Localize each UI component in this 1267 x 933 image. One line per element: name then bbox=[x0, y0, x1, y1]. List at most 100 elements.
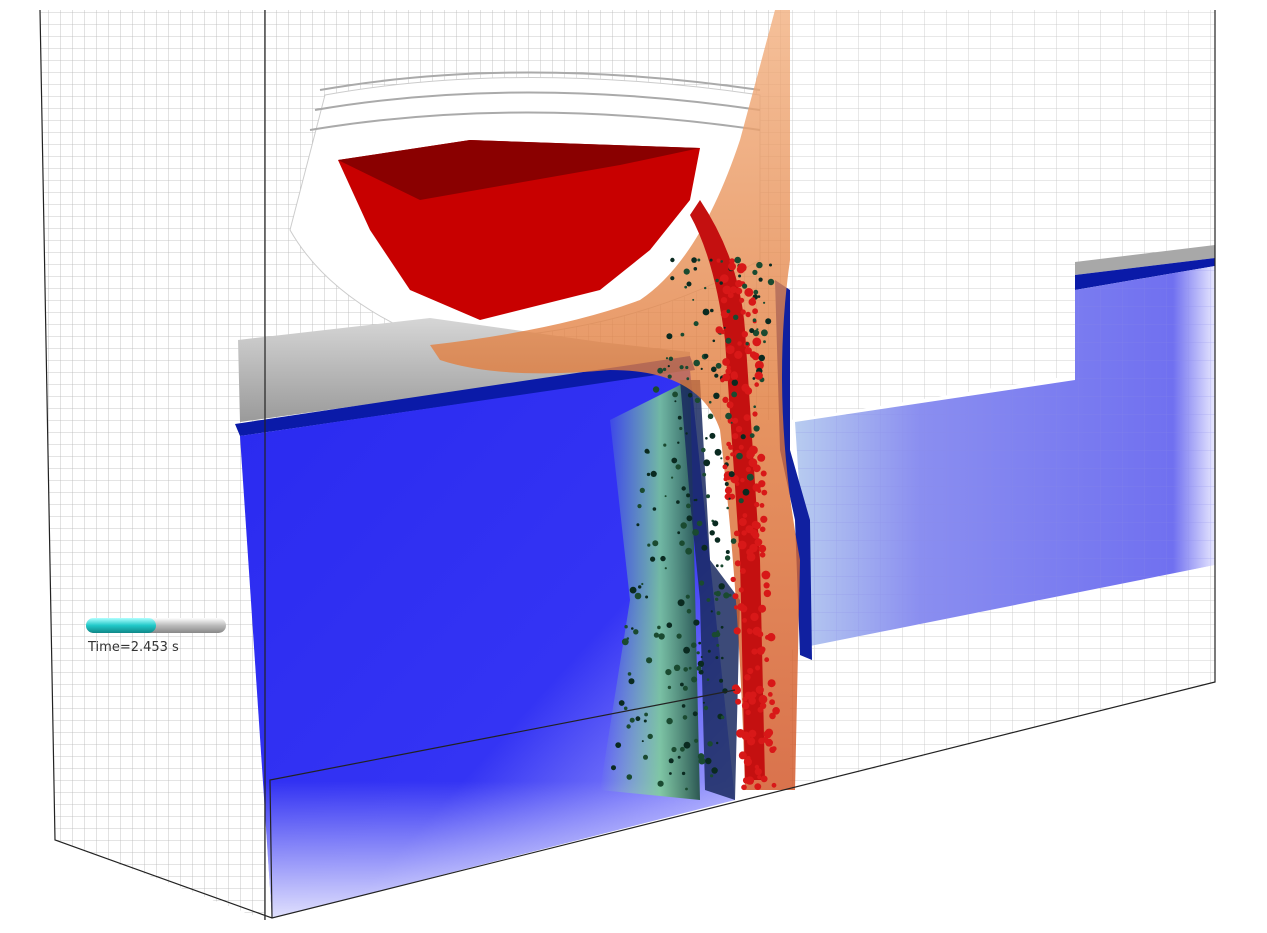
particle bbox=[723, 592, 729, 598]
particle bbox=[704, 354, 709, 359]
particle bbox=[698, 642, 701, 645]
particle bbox=[749, 446, 758, 455]
particle bbox=[657, 626, 661, 630]
particle bbox=[676, 464, 681, 469]
particle bbox=[744, 288, 753, 297]
particle bbox=[684, 269, 690, 275]
particle bbox=[722, 397, 728, 403]
particle bbox=[759, 545, 767, 553]
particle bbox=[650, 557, 655, 562]
particle bbox=[710, 530, 715, 535]
particle bbox=[754, 783, 761, 790]
particle bbox=[769, 699, 775, 705]
particle bbox=[716, 326, 723, 333]
particle bbox=[753, 405, 756, 408]
particle bbox=[738, 541, 747, 550]
particle bbox=[684, 286, 687, 289]
particle bbox=[737, 341, 742, 346]
particle bbox=[724, 477, 728, 481]
particle bbox=[703, 309, 710, 316]
right-block-mesh bbox=[790, 10, 1075, 420]
particle bbox=[749, 328, 754, 333]
particle bbox=[764, 657, 769, 662]
particle bbox=[739, 445, 744, 450]
particle bbox=[743, 777, 749, 783]
particle bbox=[762, 571, 771, 580]
particle bbox=[769, 264, 772, 267]
particle bbox=[736, 426, 742, 432]
particle bbox=[745, 387, 753, 395]
particle bbox=[734, 531, 740, 537]
particle bbox=[684, 742, 691, 749]
particle bbox=[768, 679, 776, 687]
particle bbox=[750, 351, 757, 358]
particle bbox=[761, 776, 768, 783]
particle bbox=[679, 427, 682, 430]
particle bbox=[715, 598, 718, 601]
particle bbox=[767, 633, 775, 641]
particle bbox=[752, 532, 759, 539]
particle bbox=[749, 730, 757, 738]
time-label: Time=2.453 s bbox=[87, 640, 179, 655]
particle bbox=[720, 281, 723, 284]
particle bbox=[731, 371, 738, 378]
particle bbox=[739, 587, 744, 592]
particle bbox=[645, 596, 648, 599]
particle bbox=[717, 611, 721, 615]
particle bbox=[755, 372, 763, 380]
particle bbox=[693, 711, 698, 716]
particle bbox=[715, 537, 721, 543]
particle bbox=[750, 433, 755, 438]
particle bbox=[630, 718, 635, 723]
particle bbox=[760, 503, 765, 508]
particle bbox=[678, 416, 682, 420]
particle bbox=[735, 482, 739, 486]
particle bbox=[645, 449, 650, 454]
particle bbox=[760, 552, 766, 558]
particle bbox=[647, 473, 650, 476]
particle bbox=[669, 772, 672, 775]
particle bbox=[744, 414, 751, 421]
particle bbox=[670, 258, 674, 262]
particle bbox=[737, 265, 745, 273]
particle bbox=[730, 452, 734, 456]
particle bbox=[680, 747, 685, 752]
particle bbox=[729, 258, 735, 264]
particle bbox=[715, 656, 718, 659]
particle bbox=[772, 783, 777, 788]
particle bbox=[692, 299, 694, 301]
particle bbox=[734, 605, 738, 609]
particle bbox=[728, 292, 734, 298]
particle bbox=[683, 686, 688, 691]
particle bbox=[716, 630, 719, 633]
particle bbox=[628, 672, 632, 676]
particle bbox=[648, 734, 653, 739]
particle bbox=[686, 595, 690, 599]
particle bbox=[752, 411, 757, 416]
particle bbox=[716, 742, 718, 744]
particle bbox=[734, 627, 741, 634]
particle bbox=[754, 382, 759, 387]
particle bbox=[697, 259, 700, 262]
particle bbox=[765, 318, 771, 324]
particle bbox=[739, 298, 744, 303]
particle bbox=[678, 756, 681, 759]
particle bbox=[685, 548, 692, 555]
particle bbox=[713, 340, 716, 343]
particle bbox=[716, 564, 719, 567]
particle bbox=[693, 360, 700, 367]
particle bbox=[713, 393, 719, 399]
particle bbox=[757, 775, 761, 779]
particle bbox=[683, 715, 688, 720]
particle bbox=[734, 351, 742, 359]
particle bbox=[644, 713, 648, 717]
particle bbox=[725, 413, 732, 420]
particle bbox=[747, 474, 754, 481]
particle bbox=[665, 495, 667, 497]
particle bbox=[721, 626, 724, 629]
particle bbox=[761, 490, 767, 496]
particle bbox=[743, 489, 750, 496]
particle bbox=[681, 333, 685, 337]
particle bbox=[630, 587, 637, 594]
particle bbox=[708, 650, 711, 653]
